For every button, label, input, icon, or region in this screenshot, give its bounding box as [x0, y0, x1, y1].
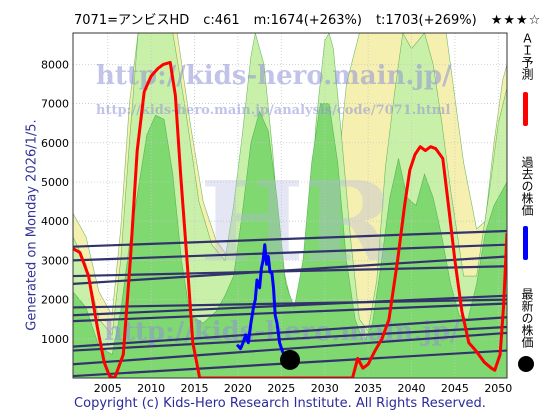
y-tick-label-8000: 8000	[41, 58, 69, 71]
y-tick-label-5000: 5000	[41, 176, 69, 189]
legend-swatch-latest-price	[518, 356, 534, 372]
trend-line-9	[73, 331, 507, 366]
watermark: HR http://kids-hero.main.jp/ http://kids…	[96, 61, 460, 347]
past-price-line	[235, 243, 291, 362]
y-tick-label-1000: 1000	[41, 333, 69, 346]
trend-line-4	[73, 294, 507, 317]
y-tick-label-2000: 2000	[41, 294, 69, 307]
x-tick-label-2005: 2005	[94, 382, 122, 395]
trend-line-0	[73, 229, 507, 248]
target-label: t:1703(+269%)	[375, 13, 477, 28]
trend-line-1	[73, 243, 507, 262]
x-tick-label-2020: 2020	[224, 382, 252, 395]
trend-line-7	[73, 316, 507, 348]
watermark-path-url: http://kids-hero.main.jp/analysis/code/7…	[96, 103, 451, 118]
x-tick-label-2025: 2025	[267, 382, 295, 395]
x-tick-label-2010: 2010	[137, 382, 165, 395]
ticker-label: 7071=アンビスHD	[74, 13, 190, 28]
legend-swatch-past-price	[523, 226, 528, 260]
latest-price-marker	[280, 349, 300, 370]
rating-stars: ★★★☆	[490, 13, 542, 28]
copyright-footer: Copyright (c) Kids-Hero Research Institu…	[74, 396, 486, 411]
y-tick-label-3000: 3000	[41, 254, 69, 267]
median-label: m:1674(+263%)	[253, 13, 362, 28]
current-price-label: c:461	[203, 13, 240, 28]
axes-layer: 2005 2010 2015 2020 2025 2030 2035 2040 2045 2050…	[41, 58, 512, 395]
x-tick-label-2035: 2035	[354, 382, 382, 395]
legend-label-past-price: 過去の株価	[520, 156, 534, 216]
trend-line-6	[73, 302, 507, 323]
trend-line-3	[73, 265, 507, 278]
legend-label-latest-price: 最新の株価	[520, 288, 534, 348]
x-tick-label-2040: 2040	[398, 382, 426, 395]
trend-line-8	[73, 325, 507, 352]
x-tick-label-2050: 2050	[484, 382, 512, 395]
series-layer	[73, 60, 507, 378]
x-tick-label-2030: 2030	[311, 382, 339, 395]
chart-header: 7071=アンビスHD c:461 m:1674(+263%) t:1703(+269…	[74, 9, 541, 28]
watermark-url: http://kids-hero.main.jp/	[96, 61, 452, 91]
y-tick-label-7000: 7000	[41, 98, 69, 111]
watermark-big: HR	[200, 157, 397, 286]
plot-frame	[72, 32, 508, 379]
x-tick-label-2015: 2015	[181, 382, 209, 395]
trend-line-5	[73, 298, 507, 309]
y-tick-label-6000: 6000	[41, 137, 69, 150]
legend-label-ai-forecast: ＡＩ予測	[520, 32, 534, 80]
y-tick-label-4000: 4000	[41, 215, 69, 228]
ai-forecast-line	[73, 60, 507, 378]
legend-swatch-ai-forecast	[523, 92, 528, 126]
x-tick-label-2045: 2045	[441, 382, 469, 395]
